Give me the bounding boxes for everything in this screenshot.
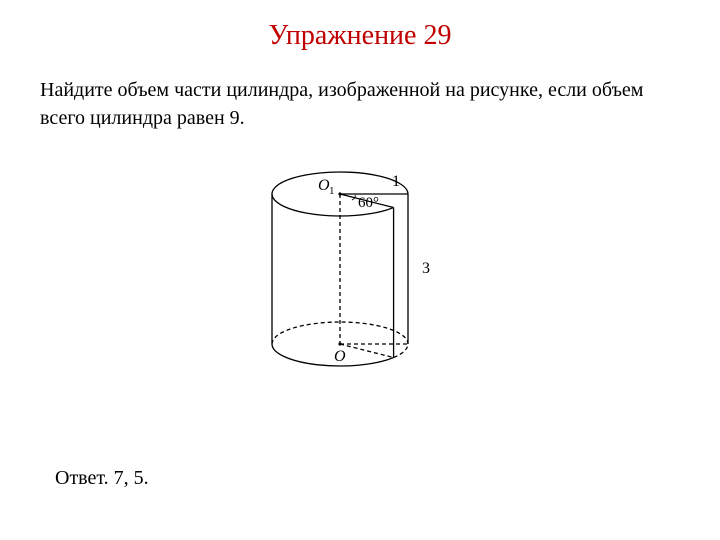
svg-text:3: 3 bbox=[422, 260, 430, 277]
svg-text:O: O bbox=[334, 348, 346, 365]
problem-text: Найдите объем части цилиндра, изображенн… bbox=[40, 76, 680, 132]
diagram-container: O1O160°3 bbox=[40, 152, 680, 392]
svg-text:1: 1 bbox=[329, 185, 335, 197]
cylinder-diagram: O1O160°3 bbox=[220, 152, 500, 392]
answer-label: Ответ. bbox=[55, 467, 109, 489]
svg-text:1: 1 bbox=[392, 173, 400, 190]
svg-text:60°: 60° bbox=[358, 195, 379, 211]
answer-block: Ответ. 7, 5. bbox=[55, 467, 149, 490]
answer-value: 7, 5. bbox=[114, 467, 149, 489]
exercise-title: Упражнение 29 bbox=[40, 20, 680, 52]
